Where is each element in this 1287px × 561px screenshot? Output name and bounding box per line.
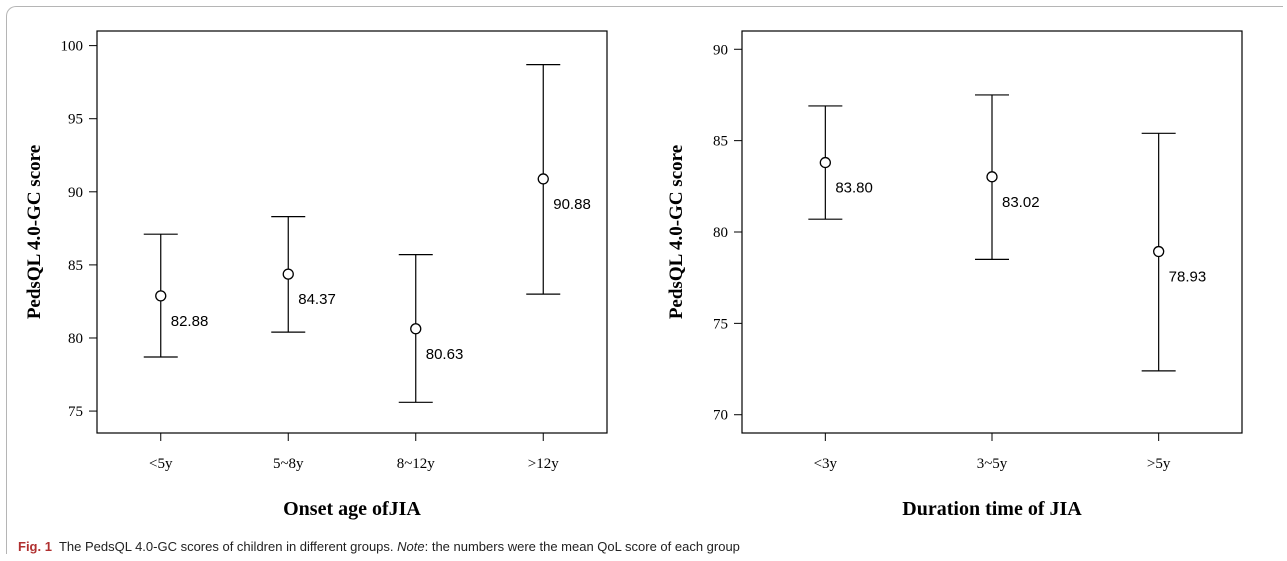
y-tick-label: 95	[68, 112, 83, 128]
y-axis-title: PedsQL 4.0-GC score	[24, 145, 45, 319]
x-tick-label: >12y	[528, 456, 559, 472]
y-tick-label: 85	[713, 134, 728, 150]
x-tick-label: <5y	[149, 456, 173, 472]
x-tick-label: >5y	[1147, 456, 1171, 472]
mean-data-label: 83.02	[1002, 194, 1040, 211]
mean-point	[1153, 245, 1165, 258]
caption-text-a: The PedsQL 4.0-GC scores of children in …	[58, 539, 394, 554]
mean-data-label: 82.88	[171, 313, 209, 330]
plot-area-border	[96, 30, 608, 434]
y-tick-label: 80	[68, 331, 83, 347]
mean-data-label: 80.63	[426, 346, 464, 363]
figure-caption: Fig. 1 The PedsQL 4.0-GC scores of child…	[18, 539, 740, 554]
y-tick-label: 90	[713, 42, 728, 58]
caption-text-b: : the numbers were the mean QoL score of…	[424, 539, 740, 554]
mean-data-label: 90.88	[553, 196, 591, 213]
figure-frame	[6, 6, 1283, 554]
mean-data-label: 84.37	[298, 291, 336, 308]
y-tick-label: 70	[713, 408, 728, 424]
mean-point	[819, 156, 831, 169]
y-tick-label: 75	[713, 316, 728, 332]
y-tick-label: 85	[68, 258, 83, 274]
chart-onset-age: 75 80 85 90 95 100 <5y 82.88 5~8y 84.37 8~12y 80.63…	[24, 30, 608, 520]
mean-point	[410, 323, 422, 335]
x-axis-title: Duration time of JIA	[902, 498, 1082, 520]
mean-point	[986, 171, 998, 183]
y-tick-label: 90	[68, 185, 83, 201]
x-tick-label: 3~5y	[977, 456, 1008, 472]
x-tick-label: 5~8y	[273, 456, 304, 472]
caption-label: Fig. 1	[18, 539, 52, 554]
y-tick-label: 100	[61, 39, 84, 55]
mean-point	[282, 268, 294, 280]
y-tick-label: 80	[713, 225, 728, 241]
y-tick-label: 75	[68, 404, 83, 420]
caption-note-word: Note	[397, 539, 425, 554]
mean-point	[537, 173, 549, 185]
mean-point	[155, 290, 167, 302]
mean-data-label: 78.93	[1169, 269, 1207, 286]
chart-duration-time: 70 75 80 85 90 <3y 83.80 3~5y 83.02 >5y 78.93 Durat…	[666, 30, 1243, 520]
x-tick-label: <3y	[814, 456, 838, 472]
y-axis-title: PedsQL 4.0-GC score	[666, 145, 687, 319]
x-axis-title: Onset age ofJIA	[283, 498, 421, 520]
mean-data-label: 83.80	[835, 180, 873, 197]
x-tick-label: 8~12y	[397, 456, 436, 472]
